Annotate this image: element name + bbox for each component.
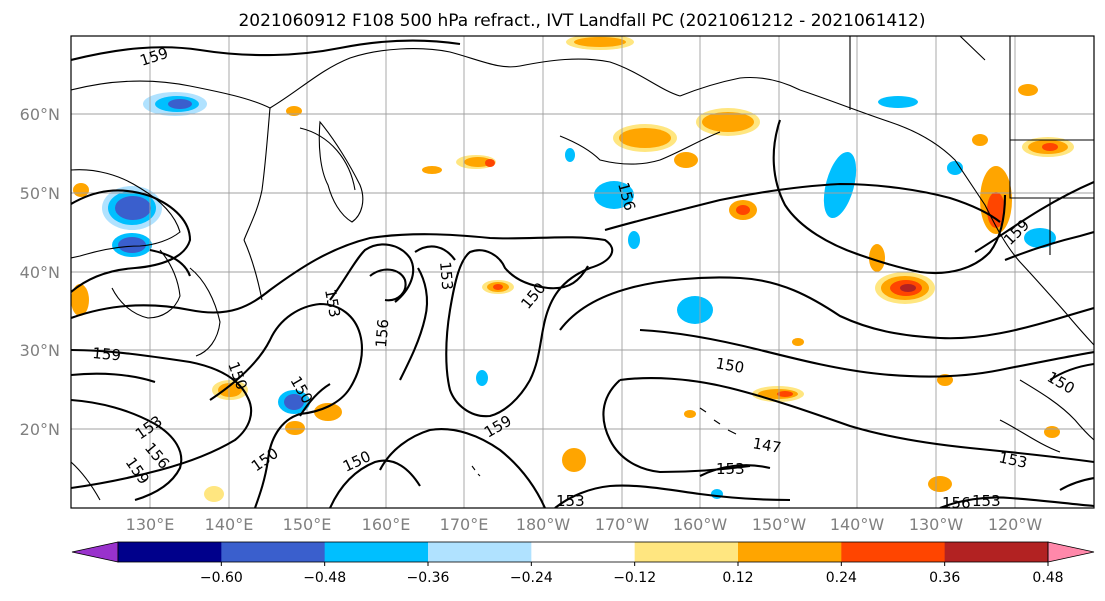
colorbar-tick-label: −0.12 <box>613 570 656 586</box>
lon-label: 140°W <box>830 515 885 534</box>
map-area: 159 153 153 156 150 150 150 147 153 153 … <box>71 36 1094 512</box>
colorbar-tick-label: 0.12 <box>722 570 753 586</box>
colorbar-segment <box>531 542 636 562</box>
colorbar-segment <box>221 542 326 562</box>
map-frame <box>70 35 1095 509</box>
lon-label: 130°W <box>909 515 964 534</box>
contour-label: 153 <box>436 261 456 291</box>
colorbar-tick-label: −0.24 <box>510 570 553 586</box>
lat-label: 60°N <box>20 105 60 124</box>
colorbar-segment <box>634 542 739 562</box>
colorbar-segment <box>738 542 842 562</box>
positive-anomaly-bering <box>456 36 760 169</box>
colorbar-tick-label: −0.48 <box>303 570 346 586</box>
colorbar-segment <box>841 542 946 562</box>
contour-label: 159 <box>92 344 122 364</box>
colorbar-over-arrow <box>1047 541 1095 563</box>
negative-anomaly-west-pacific <box>278 390 310 414</box>
lon-label: 150°W <box>752 515 807 534</box>
colorbar-tick-label: −0.60 <box>200 570 243 586</box>
colorbar: −0.60 −0.48 −0.36 −0.24 −0.12 0.12 0.24 0.36 0.4… <box>71 541 1095 586</box>
map-title: 2021060912 F108 500 hPa refract., IVT La… <box>238 11 925 31</box>
shaded-anomalies <box>71 36 1074 502</box>
lon-label: 170°W <box>595 515 650 534</box>
contour-label: 156 <box>942 494 971 512</box>
lat-label: 50°N <box>20 184 60 203</box>
lon-label: 150°E <box>283 515 332 534</box>
lon-label: 160°W <box>673 515 728 534</box>
lat-label: 20°N <box>20 420 60 439</box>
longitude-labels: 130°E 140°E 150°E 160°E 170°E 180°W 170°… <box>126 515 1043 534</box>
colorbar-tick-label: 0.24 <box>826 570 857 586</box>
colorbar-segment <box>118 542 222 562</box>
coastlines <box>71 36 1094 501</box>
latitude-labels: 60°N 50°N 40°N 30°N 20°N <box>20 105 60 439</box>
contour-label: 147 <box>751 434 782 457</box>
contour-label: 153 <box>556 492 585 510</box>
negative-anomaly-okhotsk <box>102 186 162 257</box>
colorbar-tick-label: 0.36 <box>929 570 960 586</box>
lon-label: 140°E <box>205 515 254 534</box>
contour-label: 153 <box>997 448 1029 472</box>
contour-label: 153 <box>972 492 1001 510</box>
lon-label: 170°E <box>440 515 489 534</box>
contour-label: 153 <box>321 288 344 319</box>
colorbar-segment <box>428 542 532 562</box>
contour-label: 153 <box>716 460 745 478</box>
lon-label: 160°E <box>362 515 411 534</box>
colorbar-outline <box>117 541 1049 563</box>
colorbar-segment <box>944 542 1049 562</box>
lon-label: 120°W <box>988 515 1043 534</box>
negative-anomaly-central-pacific <box>476 228 1056 499</box>
lat-label: 30°N <box>20 341 60 360</box>
contour-label: 150 <box>714 354 745 377</box>
graticule <box>71 36 1094 508</box>
lon-label: 130°E <box>126 515 175 534</box>
colorbar-tick-label: 0.48 <box>1032 570 1063 586</box>
colorbar-under-arrow <box>71 541 119 563</box>
negative-anomaly-kamchatka-west <box>143 92 207 116</box>
lon-label: 180°W <box>516 515 571 534</box>
positive-anomaly-gulf <box>482 200 935 304</box>
negative-anomaly-aleutian <box>565 148 640 249</box>
colorbar-segment <box>324 542 429 562</box>
lat-label: 40°N <box>20 263 60 282</box>
colorbar-tick-label: −0.36 <box>407 570 450 586</box>
refractivity-contours <box>71 39 1094 508</box>
contour-label: 156 <box>372 318 392 348</box>
